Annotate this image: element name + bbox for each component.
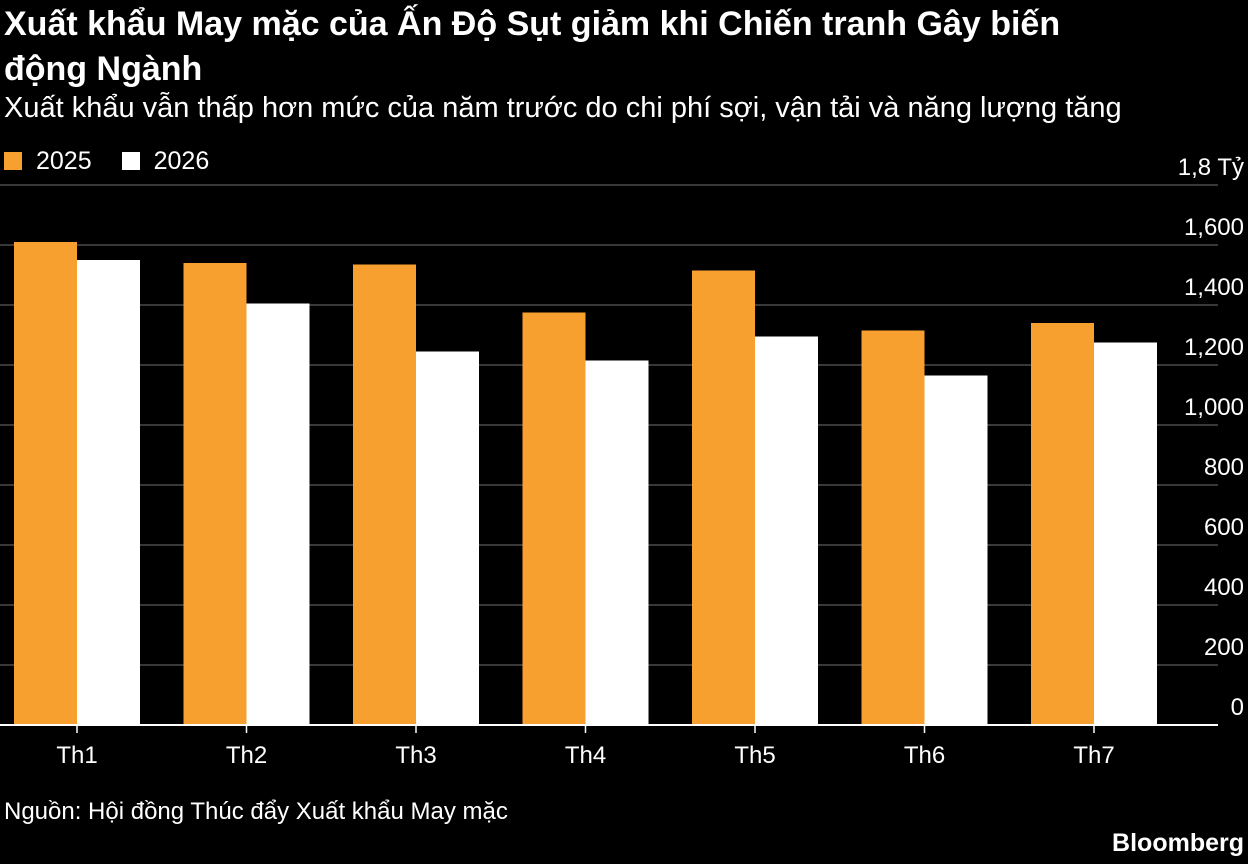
bar-2026-Th3 (416, 351, 479, 725)
bloomberg-logo: Bloomberg (1112, 829, 1244, 857)
bar-2025-Th6 (861, 330, 925, 725)
x-tick-label: Th6 (904, 742, 945, 769)
x-tick-label: Th3 (395, 742, 436, 769)
bar-2026-Th6 (924, 375, 988, 725)
y-tick-label: 0 (1231, 694, 1244, 721)
chart-title: Xuất khẩu May mặc của Ấn Độ Sụt giảm khi… (4, 5, 1061, 88)
chart-legend: 2025 2026 (4, 144, 239, 178)
y-tick-label: 1,8 Tỷ (1178, 154, 1244, 181)
bar-2026-Th5 (755, 336, 818, 725)
bar-2025-Th4 (522, 312, 586, 725)
legend-label-2026: 2026 (153, 146, 210, 175)
bar-2026-Th4 (585, 360, 649, 725)
source-note: Nguồn: Hội đồng Thúc đẩy Xuất khẩu May m… (4, 798, 508, 825)
bar-2025-Th1 (14, 242, 77, 725)
bar-2026-Th2 (246, 303, 310, 725)
bar-2026-Th1 (77, 260, 140, 725)
y-tick-label: 400 (1204, 574, 1244, 601)
y-tick-label: 1,000 (1184, 394, 1244, 421)
bar-2025-Th2 (183, 263, 247, 725)
legend-label-2025: 2025 (36, 146, 92, 175)
x-tick-label: Th2 (226, 742, 267, 769)
x-tick-label: Th5 (734, 742, 775, 769)
y-tick-label: 1,400 (1184, 274, 1244, 301)
bar-2026-Th7 (1094, 342, 1157, 725)
legend-swatch-2025 (4, 152, 22, 170)
y-tick-label: 200 (1204, 634, 1244, 661)
y-tick-label: 1,200 (1184, 334, 1244, 361)
chart-subtitle: Xuất khẩu vẫn thấp hơn mức của năm trước… (4, 92, 1122, 124)
legend-item-2026: 2026 (121, 146, 210, 176)
bar-2025-Th3 (353, 264, 416, 725)
x-tick-label: Th7 (1073, 742, 1114, 769)
x-tick-label: Th4 (565, 742, 606, 769)
legend-swatch-2026 (121, 152, 140, 170)
x-tick-label: Th1 (56, 742, 97, 769)
bar-2025-Th5 (692, 270, 755, 725)
bar-2025-Th7 (1031, 323, 1094, 725)
y-tick-label: 600 (1204, 514, 1244, 541)
y-tick-label: 800 (1204, 454, 1244, 481)
y-tick-label: 1,600 (1184, 214, 1244, 241)
legend-item-2025: 2025 (4, 147, 92, 176)
